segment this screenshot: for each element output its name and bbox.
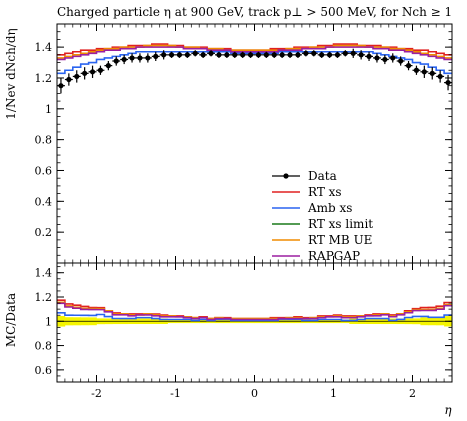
ratio-ytick-label: 0.6 [35,364,53,377]
data-point [437,73,443,80]
data-point [326,52,333,58]
legend-label-rapgap: RAPGAP [308,249,360,263]
data-point [358,52,364,58]
chart-title: Charged particle η at 900 GeV, track p⊥ … [57,5,452,19]
ratio-ytick-label: 1 [45,315,52,328]
data-point [255,52,262,58]
data-point [366,53,372,59]
data-point [82,70,88,76]
ratio-line-rapgap [57,302,452,321]
ratio-ytick-label: 1.2 [35,291,53,304]
x-tick-label: -2 [91,387,102,400]
data-point [113,58,119,64]
ratio-y-axis-title: MC/Data [4,293,18,347]
data-point [240,52,246,58]
data-point [382,56,388,63]
x-tick-label: -1 [170,387,181,400]
data-point [311,50,317,56]
data-point [232,52,238,58]
legend-label-rt-mb-ue: RT MB UE [308,233,372,247]
data-point [161,52,167,58]
main-ytick-label: 1.2 [35,72,53,85]
main-ytick-label: 1.4 [35,41,53,54]
main-ytick-label: 0.4 [35,195,53,208]
data-point [342,50,348,56]
data-point [263,52,269,58]
legend-label-rt-xs: RT xs [308,185,342,199]
legend-marker-data [283,173,289,179]
data-point [153,53,159,59]
data-point [74,73,80,80]
main-ytick-label: 0.8 [35,134,53,147]
data-point [192,50,198,56]
data-point [247,52,254,58]
series-line-rt-mb-ue [57,44,452,59]
legend-label-data: Data [308,169,337,183]
data-point [334,52,341,58]
series-line-amb-xs [57,50,452,75]
data-point [121,56,127,63]
main-y-axis-title: 1/Nev dNch/dη [4,28,18,119]
main-panel: 0.2 0.4 0.6 0.8 1 1.2 1.4 [35,23,453,264]
data-point [405,63,412,69]
main-ytick-label: 0.2 [35,226,53,239]
data-point [208,50,214,56]
data-point [224,52,230,58]
data-point [445,79,451,86]
data-point [295,52,301,58]
data-point [168,52,175,58]
data-point [398,58,404,64]
data-point [184,52,190,58]
data-point [287,52,293,58]
data-point [137,55,143,61]
data-point [97,67,104,73]
main-ytick-label: 0.6 [35,164,53,177]
data-point [319,52,325,58]
ratio-ytick-label: 0.8 [35,340,53,353]
data-point [303,50,309,56]
data-point [105,63,111,69]
data-point [279,52,285,58]
x-tick-label: 1 [330,387,337,400]
data-point [129,55,135,61]
x-tick-label: 0 [251,387,258,400]
data-point [176,52,183,58]
data-point [429,70,435,76]
x-axis-title: η [444,403,452,417]
data-point [145,55,151,61]
data-point [421,69,427,75]
legend-label-rt-xs-limit: RT xs limit [308,217,373,231]
ratio-line-rt-mb-ue [57,301,452,320]
data-point [413,67,420,73]
data-point [66,76,72,83]
data-point [89,69,96,75]
data-point [216,52,222,58]
ratio-line-amb-xs [57,312,452,322]
x-tick-label: 2 [409,387,416,400]
ratio-panel: 0.6 0.8 1 1.2 1.4 -2 -1 0 1 2 [35,262,453,400]
ratio-ytick-label: 1.4 [35,267,53,280]
data-point [271,52,277,58]
data-point [200,52,206,58]
data-point [374,55,380,61]
data-point [58,83,64,89]
main-ytick-label: 1 [45,103,52,116]
series-line-rapgap [57,46,452,61]
data-point [390,55,396,61]
data-point [350,50,356,56]
legend: Data RT xs Amb xs RT xs limit RT MB UE RAPGAP [272,169,373,263]
legend-label-amb-xs: Amb xs [307,201,352,215]
